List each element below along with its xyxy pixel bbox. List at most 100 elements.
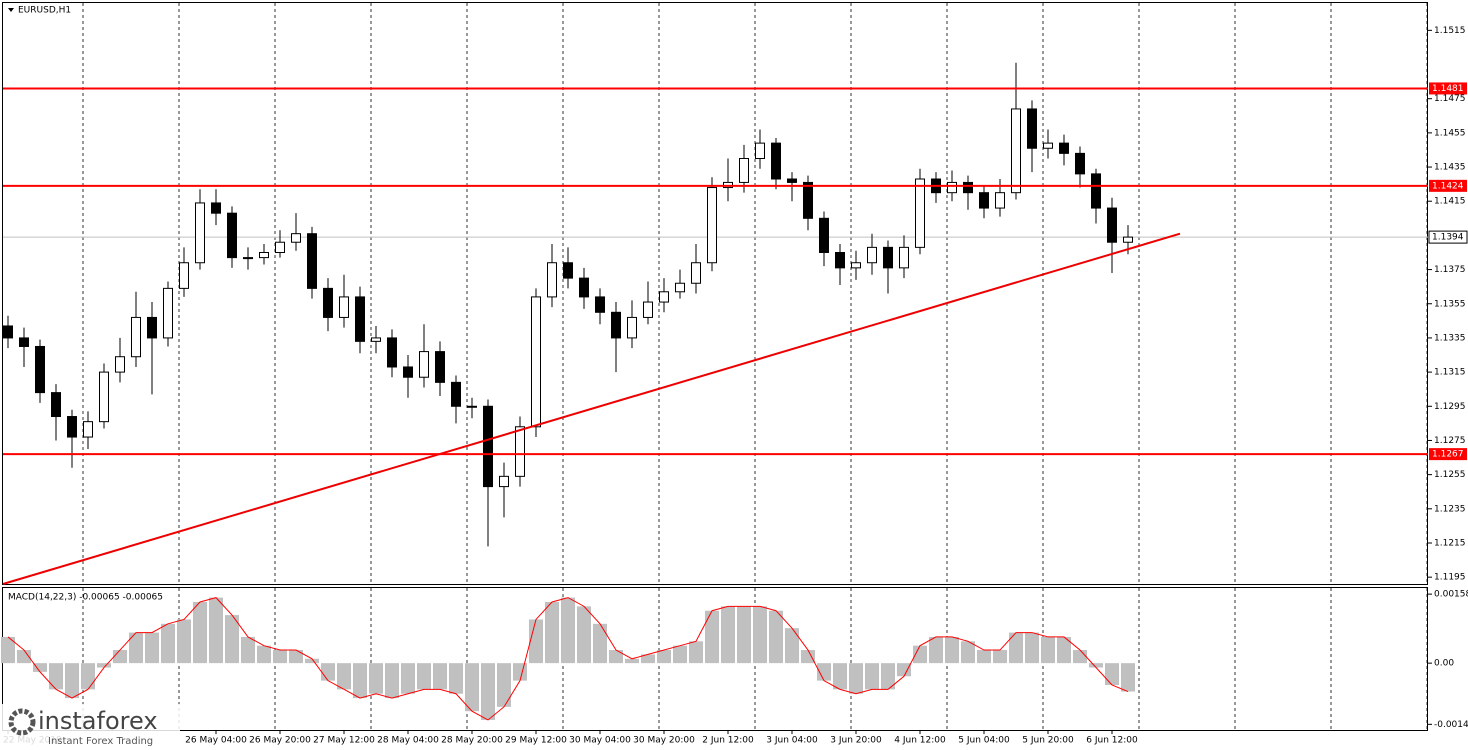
x-tick-label: 2 Jun 12:00: [702, 736, 754, 746]
macd-bar: [1057, 636, 1071, 664]
level-label: 1.1424: [1432, 181, 1464, 191]
macd-bar: [609, 650, 623, 664]
y-tick-label: 1.1315: [1434, 368, 1466, 378]
macd-bar: [545, 601, 559, 664]
macd-bar: [1041, 636, 1055, 664]
y-tick-label: 1.1255: [1434, 470, 1466, 480]
candle-body: [835, 251, 845, 269]
y-tick-label: 1.1215: [1434, 538, 1466, 548]
candle-body: [851, 262, 861, 269]
x-tick-label: 5 Jun 20:00: [1022, 736, 1074, 746]
candle-body: [515, 426, 525, 477]
candle-body: [643, 301, 653, 318]
candle-body: [771, 142, 781, 180]
candle-body: [1043, 142, 1053, 149]
macd-bar: [625, 658, 639, 664]
candle-body: [819, 217, 829, 253]
macd-bar: [97, 663, 111, 668]
macd-bar: [401, 663, 415, 694]
macd-bar: [881, 663, 895, 690]
y-tick-label: 1.1235: [1434, 504, 1466, 514]
candle-body: [787, 178, 797, 183]
y-tick-label: 1.1455: [1434, 128, 1466, 138]
candle-body: [99, 371, 109, 423]
y-tick-label: 1.1275: [1434, 436, 1466, 446]
candle-body: [1107, 207, 1117, 243]
macd-bar: [913, 645, 927, 664]
y-tick-label: 1.1435: [1434, 163, 1466, 173]
macd-bar: [785, 628, 799, 664]
level-label-box: [1429, 82, 1467, 95]
x-tick-label: 30 May 04:00: [569, 736, 631, 746]
level-label: 1.1481: [1432, 84, 1464, 94]
candle-body: [739, 158, 749, 183]
y-tick-label: 1.1475: [1434, 94, 1466, 104]
macd-bar: [817, 663, 831, 681]
price-frame: [2, 2, 1428, 585]
menu-arrow[interactable]: [8, 8, 14, 12]
macd-bar: [1089, 663, 1103, 668]
candle-body: [403, 366, 413, 378]
candle-body: [899, 246, 909, 269]
candle-body: [1011, 108, 1021, 194]
macd-bar: [273, 650, 287, 664]
x-tick-label: 29 May 12:00: [505, 736, 567, 746]
candle-body: [83, 421, 93, 438]
macd-bar: [497, 663, 511, 707]
candle-body: [179, 262, 189, 289]
macd-bar: [753, 606, 767, 664]
x-tick-label: 4 Jun 12:00: [894, 736, 946, 746]
macd-bar: [529, 619, 543, 664]
macd-bar: [161, 623, 175, 664]
candle-body: [595, 296, 605, 313]
candle-body: [627, 316, 637, 339]
macd-bar: [225, 615, 239, 664]
candle-body: [755, 142, 765, 160]
candle-body: [339, 296, 349, 318]
logo-name: instaforex: [38, 707, 158, 735]
macd-bar: [993, 650, 1007, 664]
candle-body: [307, 233, 317, 289]
candle-body: [435, 351, 445, 383]
macd-bar: [1009, 632, 1023, 664]
macd-bar: [337, 663, 351, 690]
macd-bar: [977, 650, 991, 664]
macd-bar: [209, 597, 223, 664]
candle-body: [1091, 173, 1101, 209]
macd-bar: [657, 650, 671, 664]
candle-body: [1027, 108, 1037, 149]
macd-bar: [769, 610, 783, 664]
candle-body: [211, 202, 221, 214]
candle-body: [707, 187, 717, 264]
candle-body: [419, 351, 429, 378]
macd-bar: [705, 610, 719, 664]
candle-body: [915, 178, 925, 248]
candle-body: [803, 181, 813, 219]
candle-body: [1123, 236, 1133, 243]
logo-icon: [8, 708, 36, 736]
candle-body: [995, 192, 1005, 209]
x-tick-label: 26 May 04:00: [185, 736, 247, 746]
candle-body: [387, 337, 397, 368]
macd-bar: [385, 663, 399, 699]
macd-bar: [1121, 663, 1135, 692]
macd-bar: [961, 641, 975, 664]
macd-bar: [737, 606, 751, 664]
candle-body: [243, 257, 253, 260]
candle-body: [979, 192, 989, 209]
candle-body: [147, 316, 157, 339]
candle-body: [883, 246, 893, 269]
macd-bar: [65, 663, 79, 699]
candle-body: [3, 325, 13, 339]
y-tick-label: 1.1335: [1434, 333, 1466, 343]
macd-bar: [257, 645, 271, 664]
x-tick-label: 3 Jun 04:00: [766, 736, 818, 746]
symbol-label: EURUSD,H1: [18, 6, 71, 16]
macd-bar: [897, 663, 911, 677]
signal-line: [7, 597, 1129, 721]
candle-body: [867, 246, 877, 264]
level-label-box: [1429, 179, 1467, 192]
macd-bar: [593, 623, 607, 664]
